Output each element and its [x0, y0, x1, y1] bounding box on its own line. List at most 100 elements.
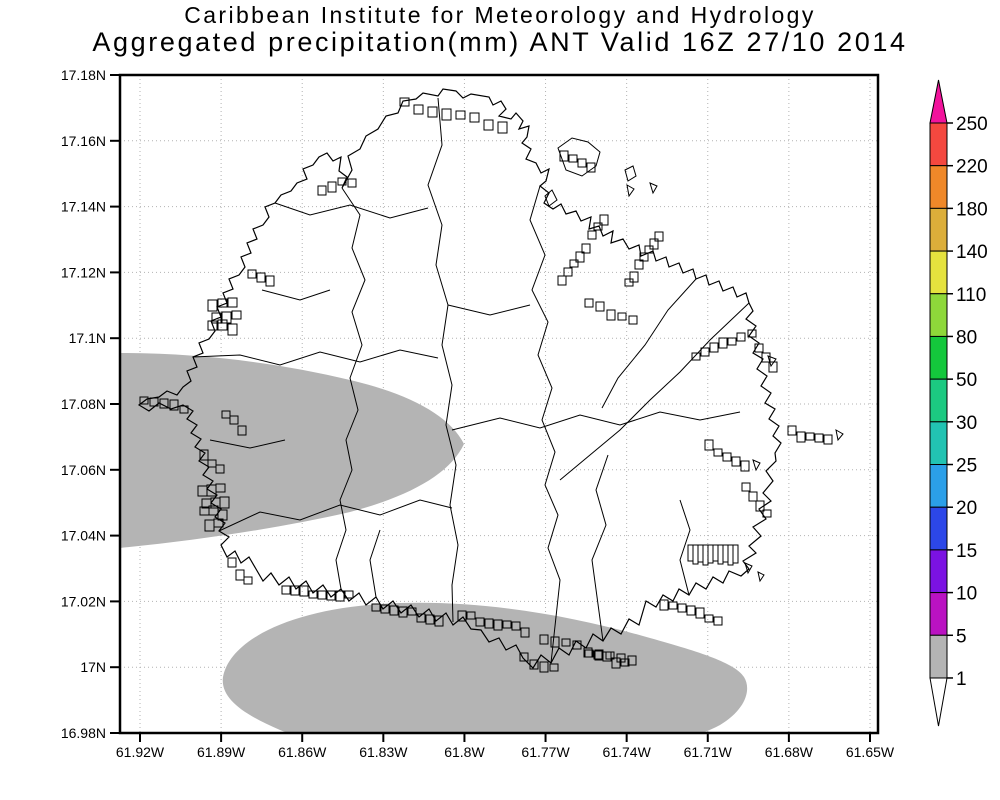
watershed-boundary [601, 278, 697, 409]
catchment-square [741, 482, 751, 492]
catchment-square [602, 651, 612, 662]
catchment-square [814, 433, 824, 443]
catchment-square [529, 659, 539, 670]
catchment-square [727, 337, 737, 346]
catchment-square [389, 605, 399, 616]
catchment-square [561, 638, 571, 647]
catchment-square [207, 299, 218, 312]
x-axis-label: 61.83W [359, 744, 408, 760]
x-axis-label: 61.71W [684, 744, 733, 760]
catchment-square [575, 251, 585, 263]
catchment-square [434, 615, 444, 627]
catchment-square [407, 607, 417, 616]
y-axis-label: 17.16N [61, 133, 106, 149]
colorbar-segment [929, 506, 948, 551]
catchment-square [568, 154, 578, 163]
catchment-square [731, 456, 741, 467]
catchment-square [695, 607, 705, 619]
catchment-square [169, 399, 179, 411]
watershed-boundary [427, 97, 459, 623]
colorbar-segment [929, 421, 948, 466]
catchment-square [572, 640, 582, 650]
watershed-boundary [591, 454, 609, 642]
catchment-square [207, 459, 217, 468]
x-axis-label: 61.74W [603, 744, 652, 760]
catchment-square [704, 614, 714, 623]
colorbar-arrow-bottom [929, 677, 948, 727]
figure-title-institute: Caribbean Institute for Meteorology and … [184, 2, 816, 28]
catchment-square [290, 585, 300, 596]
colorbar-arrow-top [929, 79, 948, 124]
catchment-square [686, 605, 696, 616]
catchment-square [624, 278, 634, 287]
catchment-square [347, 178, 357, 188]
catchment-square [593, 650, 603, 660]
colorbar-segment [929, 293, 948, 337]
catchment-square [639, 252, 649, 262]
catchment-square [712, 544, 719, 562]
colorbar-label: 50 [956, 370, 977, 391]
catchment-square [425, 614, 435, 625]
catchment-square [747, 329, 757, 338]
y-axis-label: 17.04N [61, 528, 106, 544]
x-axis-label: 61.89W [197, 744, 246, 760]
catchment-square [768, 361, 778, 373]
catchment-square [692, 544, 699, 565]
watershed-boundary [335, 187, 366, 590]
catchment-square [617, 312, 627, 321]
catchment-square [159, 398, 169, 409]
catchment-square [256, 272, 266, 283]
islet [752, 459, 761, 472]
catchment-square [413, 104, 424, 115]
catchment-square [215, 483, 226, 493]
watershed-boundary [369, 529, 381, 598]
catchment-square [677, 603, 687, 613]
colorbar-label: 15 [956, 541, 977, 562]
catchment-square [149, 397, 159, 407]
shaded-precip-regions [120, 353, 748, 733]
catchment-square [217, 319, 228, 331]
colorbar-segment [929, 549, 948, 594]
x-axis-label: 61.86W [278, 744, 327, 760]
watershed-boundary [274, 202, 429, 219]
islet [835, 429, 844, 442]
colorbar-segment [929, 378, 948, 423]
colorbar-label: 180 [956, 199, 988, 220]
islet [544, 189, 558, 207]
catchment-square [457, 610, 467, 622]
catchment-square [344, 590, 354, 599]
catchment-square [207, 320, 218, 331]
catchment-square [740, 460, 750, 472]
coastline [137, 88, 782, 669]
watershed-boundary [679, 499, 691, 596]
watershed-boundary [559, 302, 750, 481]
catchment-square [569, 259, 579, 268]
catchment-square [237, 425, 247, 436]
catchment-square [557, 275, 567, 286]
x-axis-label: 61.92W [116, 744, 165, 760]
catchment-square [299, 585, 309, 597]
catchment-square [668, 601, 678, 610]
catchment-square [221, 410, 231, 419]
colorbar: 250 220 180 140 110 80 50 30 25 20 15 10 5 1 [929, 79, 988, 727]
catchment-square [687, 544, 694, 562]
catchment-square [577, 158, 587, 168]
catchment-square [199, 449, 209, 461]
catchment-square [732, 544, 739, 564]
catchment-square [213, 518, 224, 528]
x-axis-label: 61.77W [521, 744, 570, 760]
y-axis-label: 17.12N [61, 264, 106, 280]
catchment-square [231, 310, 242, 320]
islet [744, 562, 753, 575]
catchment-square [704, 439, 714, 451]
catchment-square [539, 634, 549, 645]
catchment-square [520, 627, 530, 638]
catchment-square [717, 544, 724, 565]
catchment-square [634, 259, 644, 270]
islet [624, 165, 637, 182]
catchment-square [606, 309, 616, 321]
catchment-square [308, 590, 318, 599]
catchment-square [691, 352, 701, 361]
catchment-square [441, 108, 452, 121]
